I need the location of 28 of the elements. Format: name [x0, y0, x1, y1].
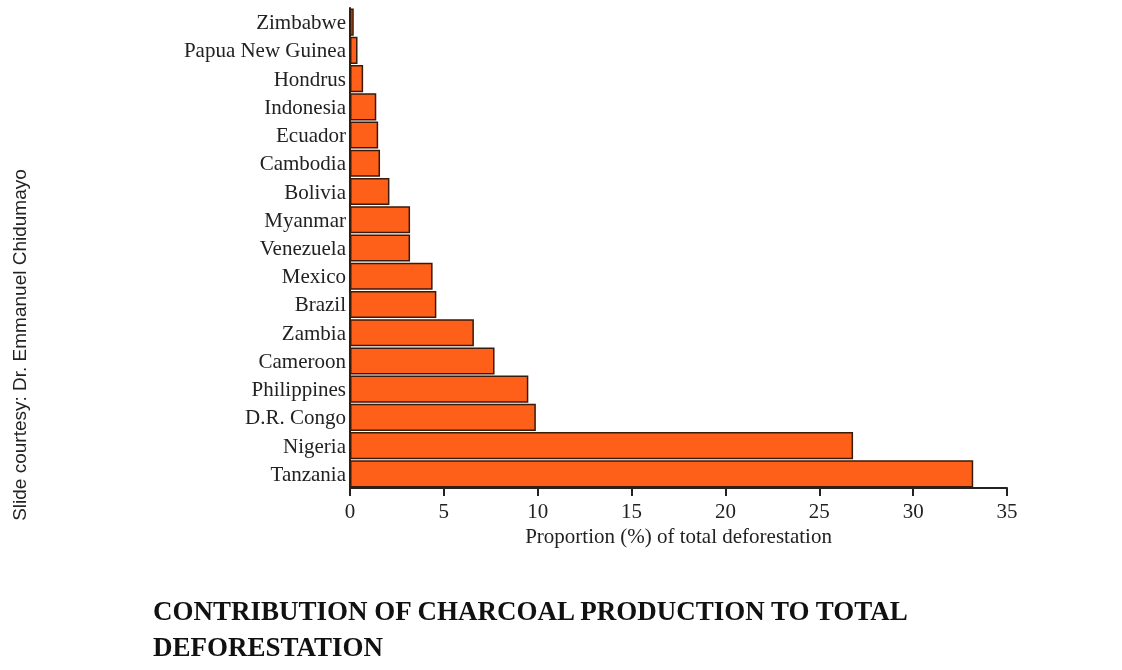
x-axis-title: Proportion (%) of total deforestation — [525, 524, 833, 549]
y-tick-label: Zimbabwe — [256, 10, 346, 35]
y-tick-label: Ecuador — [276, 123, 346, 148]
y-tick-label: Nigeria — [283, 433, 347, 458]
y-tick-label: Cameroon — [258, 348, 347, 373]
x-tick-label: 35 — [996, 498, 1018, 523]
x-tick-label: 5 — [438, 498, 450, 523]
x-tick-label: 15 — [621, 498, 643, 523]
y-tick-label: Papua New Guinea — [183, 38, 347, 63]
y-tick-label: Bolivia — [284, 179, 347, 204]
y-tick-label: Cambodia — [259, 151, 347, 176]
x-tick-label: 0 — [344, 498, 356, 523]
y-tick-label: Mexico — [281, 264, 346, 289]
y-tick-label: D.R. Congo — [245, 405, 346, 430]
x-tick-label: 20 — [714, 498, 736, 523]
y-tick-label: Brazil — [294, 292, 347, 317]
x-tick-label: 10 — [527, 498, 549, 523]
x-tick-label: 30 — [902, 498, 924, 523]
y-tick-label: Philippines — [251, 377, 346, 402]
text: Slide courtesy: Dr. Emmanuel Chidumayo — [9, 169, 30, 521]
x-tick-label: 25 — [808, 498, 830, 523]
y-tick-label: Myanmar — [264, 207, 346, 232]
y-tick-label: Zambia — [281, 320, 347, 345]
y-tick-label: Indonesia — [264, 94, 347, 119]
text: CONTRIBUTION OF CHARCOAL PRODUCTION TO TOTAL DEFORESTATION — [153, 596, 914, 662]
y-tick-label: Tanzania — [270, 461, 347, 486]
y-tick-label: Venezuela — [259, 236, 347, 260]
y-tick-label: Hondrus — [273, 66, 346, 91]
